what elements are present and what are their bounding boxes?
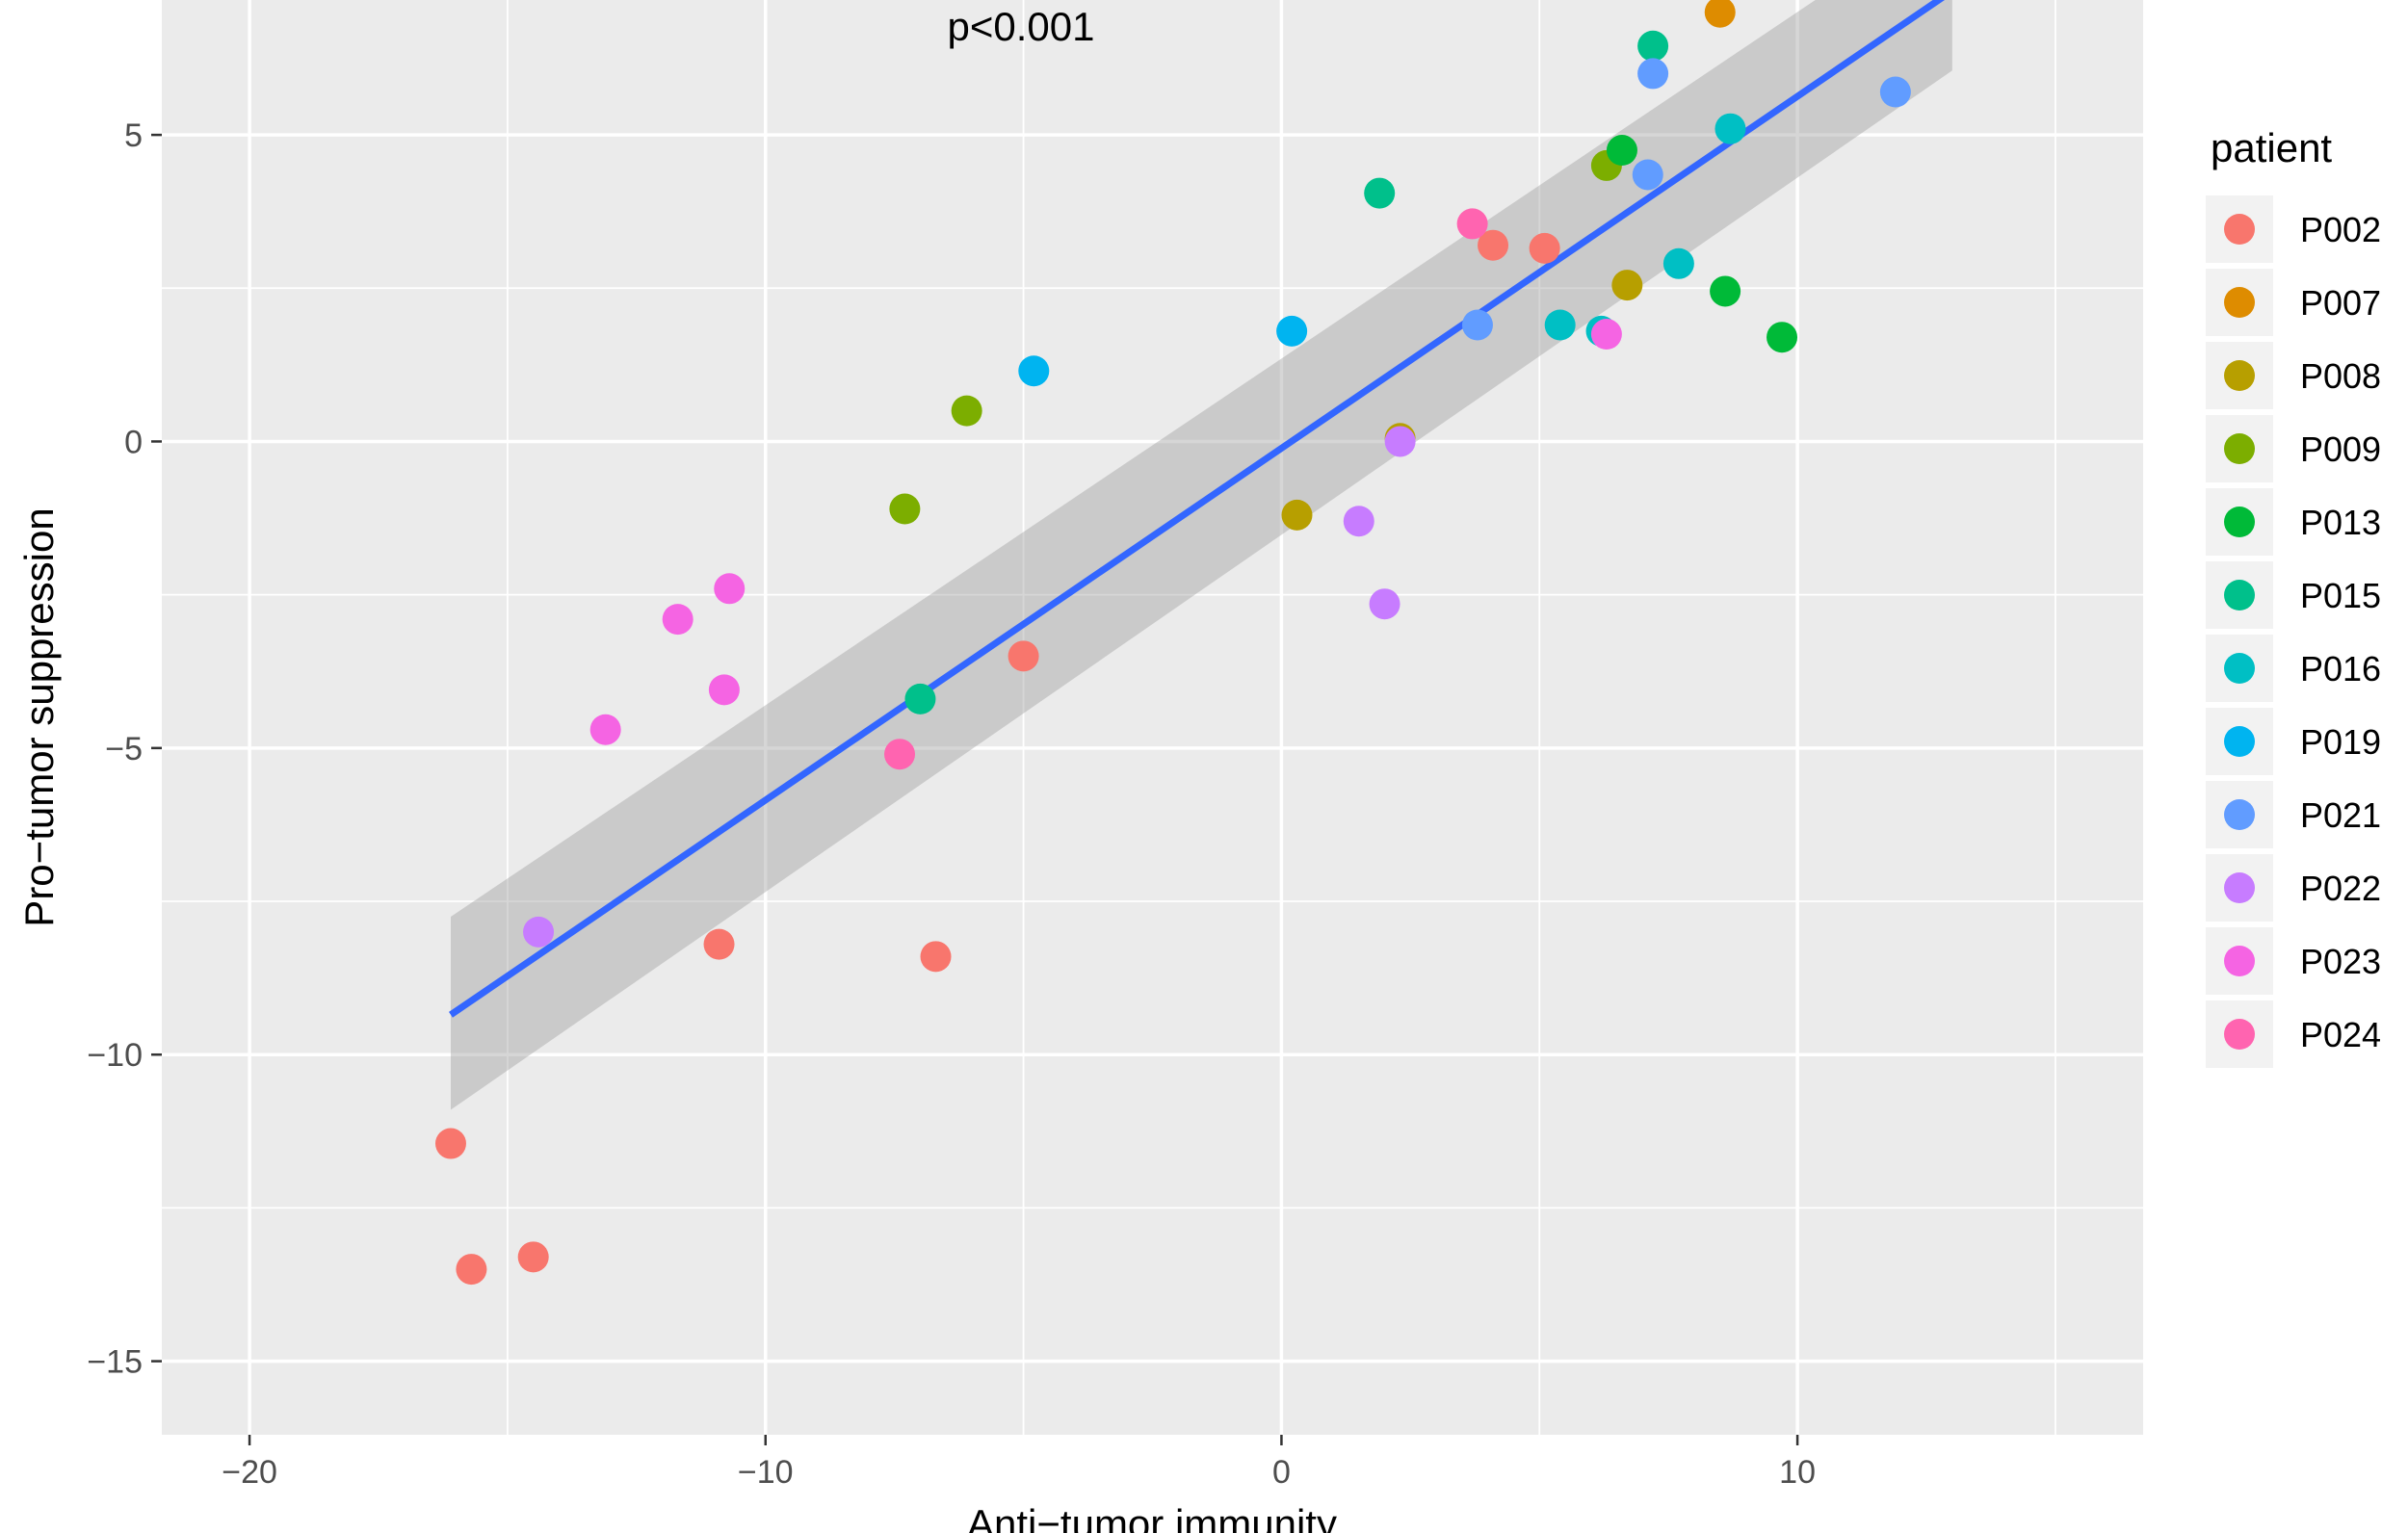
- legend-label-p016: P016: [2300, 649, 2381, 689]
- data-point-p022: [1343, 506, 1374, 537]
- data-point-p008: [1611, 270, 1643, 301]
- data-point-p002: [920, 941, 952, 973]
- x-axis-title: Anti−tumor immunity: [967, 1501, 1337, 1533]
- x-tick-label: 0: [1272, 1454, 1291, 1491]
- data-point-p015: [904, 683, 936, 715]
- y-tick-label: −10: [87, 1037, 143, 1074]
- panel-background: [162, 0, 2143, 1435]
- x-tick-label: −20: [222, 1454, 277, 1491]
- legend-label-p002: P002: [2300, 210, 2381, 249]
- data-point-p019: [1276, 315, 1308, 347]
- x-axis-ticks: −20 −10 0 10: [222, 1435, 1816, 1491]
- data-point-p008: [1281, 499, 1313, 531]
- legend-label-p009: P009: [2300, 429, 2381, 469]
- data-point-p022: [1369, 588, 1400, 620]
- legend-label-p024: P024: [2300, 1015, 2381, 1054]
- legend-swatch-p016: [2224, 653, 2255, 684]
- p-value-annotation: p<0.001: [948, 4, 1095, 49]
- data-point-p002: [434, 1128, 466, 1159]
- data-point-p023: [714, 573, 746, 605]
- data-point-p023: [708, 674, 740, 706]
- regression-line: [449, 0, 1946, 1018]
- data-point-p015: [1637, 30, 1669, 62]
- legend-label-p021: P021: [2300, 795, 2381, 835]
- data-point-p002: [703, 928, 735, 960]
- legend-label-p015: P015: [2300, 576, 2381, 615]
- data-point-p021: [1637, 58, 1669, 90]
- data-point-p019: [1018, 355, 1050, 387]
- data-point-p013: [1606, 135, 1637, 167]
- data-point-p022: [523, 916, 555, 948]
- y-axis-ticks: −15 −10 −5 0 5: [87, 117, 162, 1381]
- data-point-p016: [1714, 113, 1746, 144]
- legend-label-p019: P019: [2300, 722, 2381, 762]
- data-point-p002: [456, 1254, 487, 1286]
- legend: patient P002 P007 P008 P009 P013 P015 P016 P019…: [2206, 125, 2381, 1068]
- data-point-p024: [884, 739, 916, 770]
- data-point-p009: [889, 493, 921, 525]
- y-tick-label: −5: [105, 731, 143, 767]
- data-point-p002: [1008, 640, 1039, 672]
- data-point-p024: [1456, 208, 1488, 240]
- data-point-p022: [1384, 426, 1416, 457]
- legend-swatch-p009: [2224, 433, 2255, 464]
- legend-label-p013: P013: [2300, 503, 2381, 542]
- data-point-p013: [1767, 322, 1798, 353]
- data-point-p016: [1544, 309, 1576, 341]
- data-point-p015: [1364, 177, 1396, 209]
- legend-label-p023: P023: [2300, 942, 2381, 981]
- data-point-p023: [1590, 319, 1622, 351]
- legend-swatch-p024: [2224, 1019, 2255, 1050]
- data-point-p002: [517, 1241, 549, 1273]
- data-point-p021: [1461, 309, 1493, 341]
- legend-swatch-p019: [2224, 726, 2255, 757]
- data-point-p002: [1529, 232, 1560, 264]
- legend-swatch-p023: [2224, 946, 2255, 976]
- data-point-p023: [589, 714, 621, 745]
- y-tick-label: 5: [124, 117, 143, 154]
- legend-title: patient: [2211, 125, 2332, 170]
- legend-swatch-p015: [2224, 580, 2255, 611]
- data-point-p007: [1704, 0, 1736, 28]
- x-tick-label: 10: [1779, 1454, 1816, 1491]
- legend-swatch-p008: [2224, 360, 2255, 391]
- data-point-p016: [1662, 247, 1694, 279]
- y-axis-title: Pro−tumor suppression: [16, 507, 62, 926]
- data-point-p021: [1632, 159, 1663, 191]
- legend-swatch-p021: [2224, 799, 2255, 830]
- data-point-p013: [1710, 275, 1741, 307]
- legend-label-p022: P022: [2300, 869, 2381, 908]
- confidence-band: [450, 0, 1952, 1110]
- legend-label-p007: P007: [2300, 283, 2381, 323]
- legend-swatch-p002: [2224, 214, 2255, 245]
- legend-items: P002 P007 P008 P009 P013 P015 P016 P019 P021 P022…: [2206, 195, 2381, 1068]
- x-tick-label: −10: [738, 1454, 794, 1491]
- data-point-p002: [1478, 229, 1509, 261]
- data-point-p023: [662, 604, 694, 636]
- legend-swatch-p022: [2224, 872, 2255, 903]
- data-points: [434, 0, 1911, 1286]
- data-point-p009: [951, 395, 982, 427]
- y-tick-label: 0: [124, 424, 143, 460]
- y-tick-label: −15: [87, 1344, 143, 1381]
- legend-label-p008: P008: [2300, 356, 2381, 396]
- legend-swatch-p013: [2224, 507, 2255, 537]
- legend-swatch-p007: [2224, 287, 2255, 318]
- data-point-p021: [1879, 76, 1911, 108]
